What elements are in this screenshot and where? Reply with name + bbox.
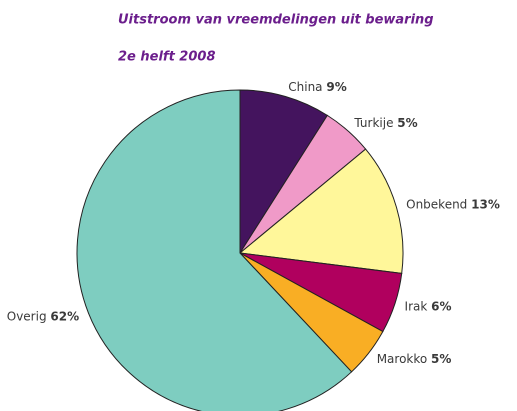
- slice-value: 6%: [431, 299, 451, 313]
- slice-value: 13%: [471, 197, 500, 211]
- slice-label: Overig 62%: [7, 309, 79, 323]
- chart-subtitle: 2e helft 2008: [118, 50, 216, 65]
- slice-label: China 9%: [288, 79, 346, 93]
- slice-name: Marokko: [377, 352, 428, 366]
- slice-name: Onbekend: [406, 197, 467, 211]
- pie-slice: [239, 89, 329, 255]
- slice-value: 9%: [326, 79, 346, 93]
- slice-label: Marokko 5%: [377, 352, 452, 366]
- slice-label: Onbekend 13%: [406, 197, 500, 211]
- slice-label: Irak 6%: [405, 299, 452, 313]
- pie-slice: [238, 148, 404, 274]
- slice-name: Irak: [405, 299, 428, 313]
- slice-value: 5%: [397, 116, 417, 130]
- slice-value: 62%: [50, 309, 79, 323]
- pie-slice: [76, 89, 353, 411]
- pie: [76, 89, 404, 411]
- slice-name: Turkije: [353, 116, 393, 130]
- slice-name: Overig: [7, 309, 47, 323]
- slice-name: China: [288, 79, 322, 93]
- slice-value: 5%: [431, 352, 451, 366]
- chart-title: Uitstroom van vreemdelingen uit bewaring: [118, 13, 434, 28]
- slice-label: Turkije 5%: [353, 116, 417, 130]
